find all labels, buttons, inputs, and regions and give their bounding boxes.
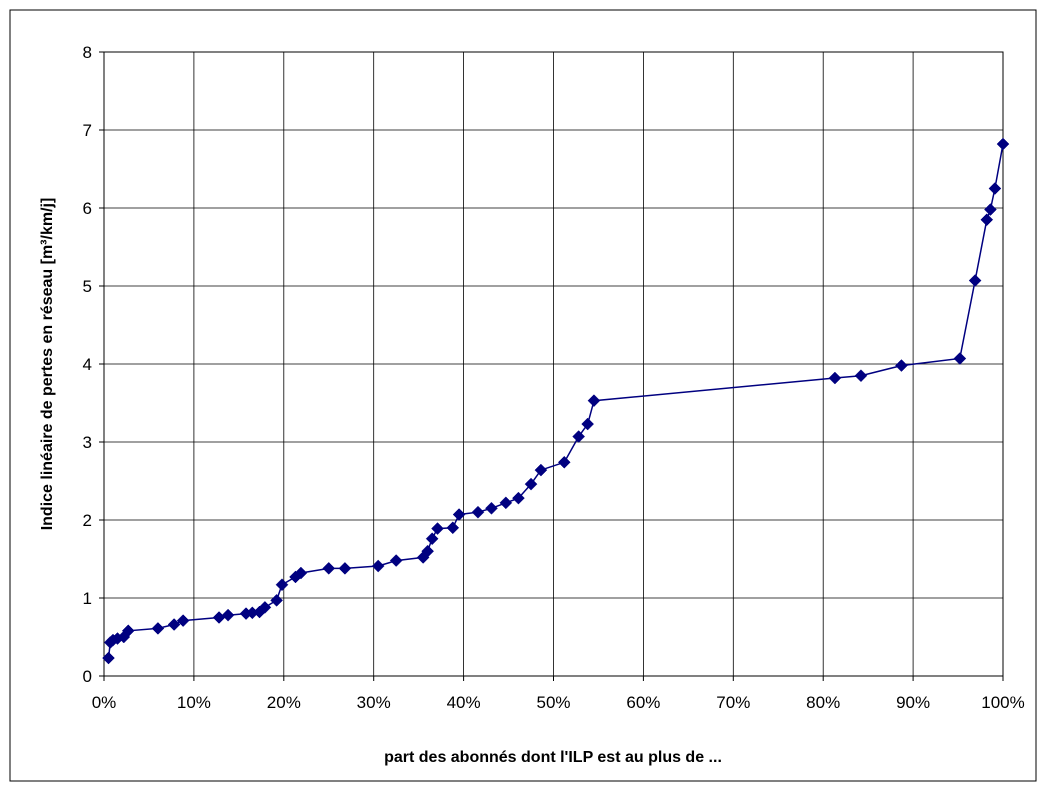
x-tick-label: 30%	[357, 693, 391, 712]
data-point	[102, 651, 115, 665]
outer-frame	[9, 9, 1037, 782]
y-axis-title: Indice linéaire de pertes en réseau [m³/…	[39, 198, 56, 531]
data-point	[980, 213, 994, 227]
data-point	[425, 532, 439, 546]
y-tick-label: 6	[83, 199, 92, 218]
y-tick-label: 1	[83, 589, 92, 608]
x-tick-label: 90%	[896, 693, 930, 712]
x-tick-label: 50%	[536, 693, 570, 712]
y-tick-label: 2	[83, 511, 92, 530]
x-tick-label: 10%	[177, 693, 211, 712]
data-point	[338, 562, 352, 575]
x-tick-label: 20%	[267, 693, 301, 712]
data-point	[581, 417, 595, 431]
x-tick-label: 40%	[447, 693, 481, 712]
y-tick-label: 7	[83, 121, 92, 140]
x-tick-label: 80%	[806, 693, 840, 712]
data-point	[167, 618, 181, 631]
data-point	[572, 430, 586, 443]
data-point	[895, 359, 908, 372]
data-point	[984, 203, 997, 216]
data-point	[258, 601, 272, 614]
data-point	[446, 521, 460, 535]
data-point	[512, 491, 525, 505]
data-point	[294, 566, 308, 580]
y-tick-label: 0	[83, 667, 92, 686]
y-tick-label: 8	[83, 43, 92, 62]
data-point	[121, 624, 135, 638]
data-point	[499, 496, 513, 510]
axis-layer: 0% 10% 20% 30% 40% 50% 60% 70% 80% 90% 100% 0 1 2 3 4 5 6…	[83, 43, 1025, 712]
y-tick-label: 5	[83, 277, 92, 296]
data-point	[471, 505, 485, 519]
x-axis-title: part des abonnés dont l'ILP est au plus …	[384, 749, 722, 766]
data-point	[587, 394, 601, 408]
data-point	[828, 371, 842, 385]
data-point	[275, 578, 289, 592]
series-layer	[102, 137, 1010, 665]
y-tick-label: 3	[83, 433, 92, 452]
data-point	[524, 477, 538, 491]
data-point	[557, 455, 571, 469]
data-point	[996, 137, 1010, 151]
data-point	[988, 182, 1002, 195]
x-tick-label: 100%	[981, 693, 1024, 712]
data-point	[485, 501, 498, 515]
data-point	[421, 544, 434, 558]
data-point	[371, 559, 385, 573]
x-tick-label: 60%	[626, 693, 660, 712]
data-point	[953, 352, 967, 365]
x-tick-label: 0%	[92, 693, 117, 712]
data-point	[389, 554, 403, 567]
data-point	[176, 614, 190, 627]
data-point	[322, 562, 336, 575]
data-point	[854, 369, 868, 383]
data-point	[968, 274, 982, 287]
data-point	[452, 508, 466, 521]
data-point	[534, 463, 548, 477]
data-point	[151, 622, 165, 635]
data-point	[270, 593, 283, 607]
data-point	[221, 608, 235, 622]
x-tick-label: 70%	[716, 693, 750, 712]
y-tick-label: 4	[83, 355, 92, 374]
data-point	[431, 522, 444, 535]
